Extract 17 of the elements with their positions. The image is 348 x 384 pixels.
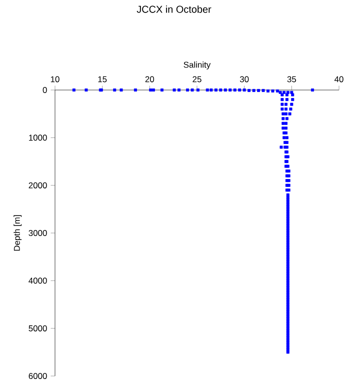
x-tick-label: 20 bbox=[145, 76, 154, 82]
x-tick-label: 35 bbox=[287, 76, 296, 82]
y-axis-title: Depth [m] bbox=[14, 215, 22, 251]
x-tick-label: 40 bbox=[334, 76, 344, 82]
y-tick-label: 6000 bbox=[28, 373, 47, 379]
x-tick-label: 25 bbox=[192, 76, 202, 82]
x-tick-label: 10 bbox=[50, 76, 60, 82]
y-tick-label: 0 bbox=[42, 87, 47, 93]
x-tick-label: 15 bbox=[98, 76, 107, 82]
y-tick-label: 2000 bbox=[28, 182, 47, 188]
x-tick-label: 30 bbox=[240, 76, 249, 82]
y-tick-label: 1000 bbox=[29, 134, 47, 141]
y-tick-label: 5000 bbox=[28, 325, 47, 332]
y-tick-label: 3000 bbox=[28, 230, 47, 236]
x-axis-title: Salinity bbox=[184, 62, 211, 70]
y-tick-label: 4000 bbox=[28, 278, 47, 284]
chart-title: JCCX in October bbox=[136, 6, 212, 13]
